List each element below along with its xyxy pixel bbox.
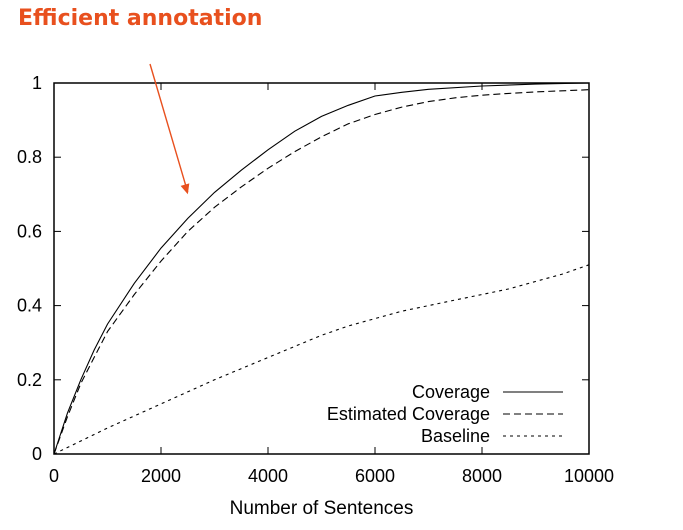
legend-label: Coverage bbox=[412, 382, 490, 402]
x-tick-label: 4000 bbox=[248, 466, 288, 486]
annotation-arrow-line bbox=[149, 63, 189, 193]
axis-ticks: 0 2000 4000 6000 8000 10000 0 0.2 0.4 0.6 0.8 1 bbox=[17, 73, 614, 486]
x-tick-label: 0 bbox=[49, 466, 59, 486]
series-layer bbox=[53, 82, 590, 455]
x-tick-label: 8000 bbox=[462, 466, 502, 486]
y-tick-label: 0.2 bbox=[17, 370, 42, 390]
y-tick-label: 1 bbox=[32, 73, 42, 93]
series-line-baseline bbox=[53, 264, 590, 455]
plot-frame bbox=[53, 82, 590, 455]
x-tick-label: 10000 bbox=[564, 466, 614, 486]
annotation-title: Efficient annotation bbox=[18, 6, 263, 31]
y-tick-label: 0.8 bbox=[17, 147, 42, 167]
legend-label: Baseline bbox=[421, 426, 490, 446]
y-tick-label: 0 bbox=[32, 444, 42, 464]
annotation-layer bbox=[149, 63, 190, 195]
x-axis-title: Number of Sentences bbox=[230, 498, 414, 519]
legend-label: Estimated Coverage bbox=[327, 404, 490, 424]
annotation-arrowhead bbox=[180, 183, 190, 195]
y-tick-label: 0.4 bbox=[17, 296, 42, 316]
series-line-coverage bbox=[53, 82, 590, 455]
x-tick-label: 2000 bbox=[141, 466, 181, 486]
series-line-estimated-coverage bbox=[53, 89, 590, 455]
y-tick-label: 0.6 bbox=[17, 221, 42, 241]
x-tick-label: 6000 bbox=[355, 466, 395, 486]
